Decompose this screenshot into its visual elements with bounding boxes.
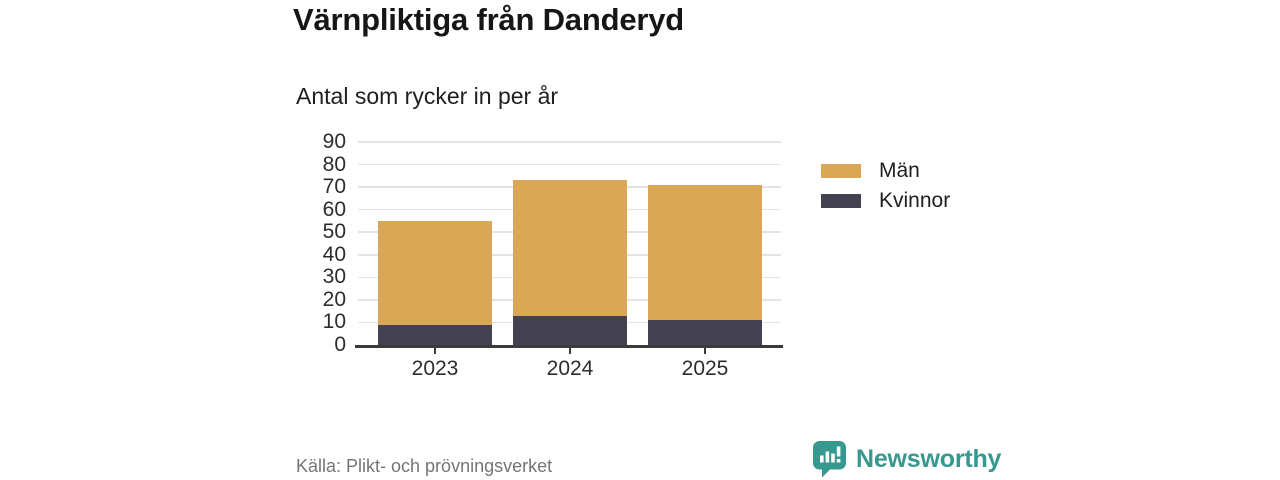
page-title: Värnpliktiga från Danderyd	[293, 2, 685, 37]
legend-swatch	[821, 163, 861, 178]
y-axis-tick-label: 60	[322, 197, 346, 221]
legend-item-män: Män	[821, 160, 950, 181]
legend-label: Män	[879, 159, 920, 182]
chart-legend: Män Kvinnor	[821, 160, 950, 211]
y-axis-tick-label: 70	[322, 175, 346, 199]
x-axis-tick	[704, 348, 706, 354]
x-axis-tick-label: 2024	[546, 357, 594, 380]
bar-segment-män-2025	[648, 184, 762, 321]
chart-subtitle: Antal som rycker in per år	[296, 83, 559, 109]
bar-segment-kvinnor-2024	[513, 315, 627, 345]
newsworthy-logo-icon	[813, 441, 846, 478]
bar-segment-män-2023	[378, 220, 492, 325]
x-axis-tick-label: 2023	[411, 357, 459, 380]
x-axis-tick	[434, 348, 436, 354]
y-axis-tick-label: 20	[322, 287, 346, 311]
y-axis-tick-label: 40	[322, 242, 346, 266]
bar-segment-kvinnor-2023	[378, 324, 492, 345]
y-axis-tick-label: 10	[322, 310, 346, 334]
newsworthy-wordmark: Newsworthy	[856, 444, 1002, 473]
legend-label: Kvinnor	[879, 189, 951, 212]
y-axis-tick-label: 90	[322, 130, 346, 153]
gridline-y80	[358, 163, 781, 166]
gridline-y90	[358, 141, 781, 143]
newsworthy-brand: Newsworthy	[812, 440, 1001, 478]
legend-swatch	[821, 193, 861, 208]
source-caption: Källa: Plikt- och prövningsverket	[296, 456, 553, 476]
bar-segment-kvinnor-2025	[648, 320, 762, 345]
y-axis-tick-label: 30	[322, 265, 346, 289]
y-axis-tick-label: 0	[334, 333, 346, 356]
bar-segment-män-2024	[513, 180, 627, 316]
y-axis-tick-label: 50	[322, 220, 346, 244]
x-axis-tick	[569, 348, 571, 354]
x-axis-baseline	[355, 345, 783, 348]
legend-item-kvinnor: Kvinnor	[821, 190, 950, 211]
y-axis-tick-label: 80	[322, 152, 346, 176]
x-axis-tick-label: 2025	[681, 357, 729, 380]
